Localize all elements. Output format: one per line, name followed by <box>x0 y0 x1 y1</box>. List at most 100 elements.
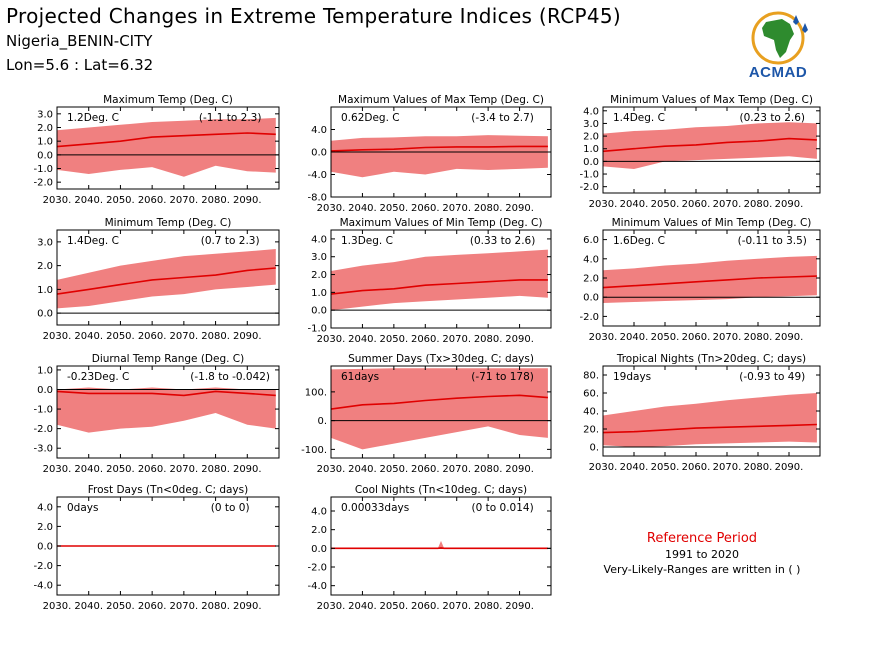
y-tick-label: 0.0 <box>583 293 599 304</box>
change-value-label: 1.3Deg. C <box>341 235 393 247</box>
africa-map-logo-icon <box>751 11 808 65</box>
x-tick-label: 2060. <box>138 195 167 206</box>
y-tick-label: -4.0 <box>307 170 327 181</box>
x-tick-label: 2040. <box>74 601 103 612</box>
x-tick-label: 2090. <box>233 464 262 475</box>
chart-panel-6: -2.0 0.0 2.0 4.0 6.0 2030. 2040. 2050. 2060. 2070… <box>579 217 821 343</box>
y-tick-label: 2.0 <box>37 261 53 272</box>
x-tick-label: 2040. <box>348 464 377 475</box>
x-tick-label: 2050. <box>380 464 409 475</box>
chart-title: Cool Nights (Tn<10deg. C; days) <box>355 484 527 496</box>
x-tick-label: 2080. <box>201 195 230 206</box>
likely-range-label: (-1.8 to -0.042) <box>190 371 270 383</box>
x-tick-label: 2050. <box>106 195 135 206</box>
x-tick-label: 2030. <box>317 334 346 345</box>
x-tick-label: 2060. <box>682 332 711 343</box>
y-tick-label: 0.0 <box>37 309 53 320</box>
likely-range-label: (0.33 to 2.6) <box>470 235 536 247</box>
chart-title: Diurnal Temp Range (Deg. C) <box>92 353 244 365</box>
y-tick-label: 4.0 <box>311 125 327 136</box>
y-tick-label: -3.0 <box>33 444 53 455</box>
plot-frame <box>330 496 552 596</box>
x-tick-label: 2070. <box>442 203 471 214</box>
x-tick-label: 2090. <box>233 331 262 342</box>
y-tick-label: -4.0 <box>33 581 53 592</box>
x-tick-label: 2040. <box>74 331 103 342</box>
y-tick-label: -8.0 <box>307 193 327 204</box>
change-value-label: 0.00033days <box>341 502 409 514</box>
x-tick-label: 2050. <box>106 331 135 342</box>
y-tick-label: 0.0 <box>37 150 53 161</box>
x-tick-label: 2070. <box>713 199 742 210</box>
plot-frame <box>330 365 552 459</box>
likely-range-label: (-0.11 to 3.5) <box>738 235 807 247</box>
median-line <box>602 423 817 434</box>
x-tick-label: 2060. <box>411 203 440 214</box>
x-tick-label: 2080. <box>201 331 230 342</box>
y-tick-label: 2.0 <box>37 123 53 134</box>
chart-title: Maximum Temp (Deg. C) <box>103 94 233 106</box>
x-tick-label: 2080. <box>744 462 773 473</box>
y-tick-label: 3.0 <box>37 237 53 248</box>
x-tick-label: 2030. <box>589 332 618 343</box>
x-tick-label: 2080. <box>474 464 503 475</box>
x-tick-label: 2090. <box>505 601 534 612</box>
x-tick-label: 2030. <box>43 464 72 475</box>
x-tick-label: 2030. <box>317 601 346 612</box>
y-tick-label: 3.0 <box>583 119 599 130</box>
x-tick-label: 2080. <box>744 332 773 343</box>
x-tick-label: 2070. <box>170 195 199 206</box>
y-tick-label: -2.0 <box>33 561 53 572</box>
coordinates-label: Lon=5.6 : Lat=6.32 <box>6 56 154 74</box>
x-tick-label: 2050. <box>380 601 409 612</box>
acmad-logo-text: ACMAD <box>748 64 808 81</box>
y-tick-label: -100. <box>301 445 327 456</box>
y-tick-label: 4.0 <box>583 106 599 117</box>
median-line <box>56 267 276 295</box>
x-tick-label: 2030. <box>43 331 72 342</box>
y-tick-label: 0.0 <box>311 148 327 159</box>
x-tick-label: 2050. <box>651 462 680 473</box>
y-tick-label: 1.0 <box>37 285 53 296</box>
x-tick-label: 2060. <box>411 464 440 475</box>
y-tick-label: 2.0 <box>311 525 327 536</box>
chart-panel-11: -4.0 -2.0 0.0 2.0 4.0 2030. 2040. 2050. 2060. 207… <box>307 484 552 612</box>
x-tick-label: 2060. <box>411 334 440 345</box>
median-line <box>56 390 276 397</box>
plot-frame <box>602 106 821 194</box>
change-value-label: 1.4Deg. C <box>67 235 119 247</box>
change-value-label: 19days <box>613 371 651 383</box>
range-band <box>603 255 817 303</box>
y-tick-label: 2.0 <box>583 132 599 143</box>
x-tick-label: 2090. <box>775 199 804 210</box>
y-tick-label: 0.0 <box>311 544 327 555</box>
likely-range-label: (0 to 0.014) <box>472 502 534 514</box>
x-tick-label: 2070. <box>713 462 742 473</box>
chart-panel-9: 0.20.40.60.80.2030. 2040. 2050. 2060. 2070. 2… <box>583 353 821 473</box>
plot-frame <box>56 365 280 459</box>
x-tick-label: 2080. <box>201 601 230 612</box>
y-tick-label: -4.0 <box>307 581 327 592</box>
plot-frame <box>56 229 280 326</box>
x-tick-label: 2040. <box>620 332 649 343</box>
y-tick-label: 6.0 <box>583 235 599 246</box>
x-tick-label: 2060. <box>138 331 167 342</box>
x-tick-label: 2070. <box>442 601 471 612</box>
y-tick-label: -2.0 <box>579 312 599 323</box>
reference-period-title: Reference Period <box>646 531 758 546</box>
likely-range-label: (-0.93 to 49) <box>739 371 805 383</box>
y-tick-label: 60. <box>583 389 599 400</box>
y-tick-label: 2.0 <box>311 270 327 281</box>
range-band <box>603 122 817 169</box>
change-value-label: 61days <box>341 371 379 383</box>
likely-range-label: (-71 to 178) <box>471 371 534 383</box>
range-band <box>331 135 548 178</box>
change-value-label: 1.6Deg. C <box>613 235 665 247</box>
y-tick-label: -2.0 <box>307 563 327 574</box>
x-tick-label: 2090. <box>505 203 534 214</box>
range-band <box>331 540 548 549</box>
